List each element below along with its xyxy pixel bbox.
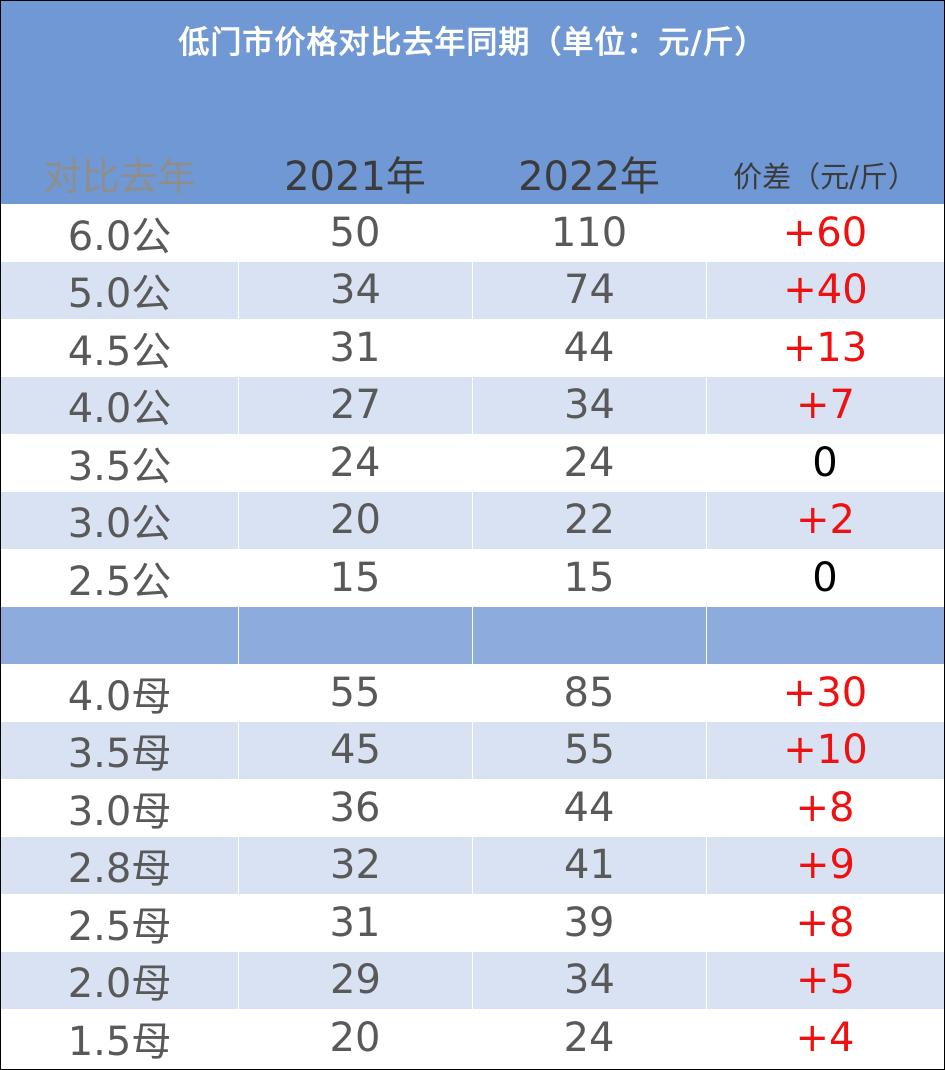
price-2021-cell: 24 [329,439,381,486]
price-2021-cell: 34 [238,261,472,319]
price-2022-cell: 55 [472,721,706,779]
spec-cell: 4.5公 [67,328,172,375]
price-2022-cell: 39 [563,899,615,946]
price-2022-cell: 44 [563,784,615,831]
price-2021-cell: 15 [329,554,381,601]
spec-cell: 2.5母 [67,903,172,950]
price-2022-cell: 24 [563,1014,615,1061]
table-row: 1.5母 20 24 +4 [1,1009,944,1067]
spec-cell: 2.0母 [67,961,172,1008]
column-header-2021: 2021年 [284,154,426,200]
price-2022-cell: 44 [563,324,615,371]
price-2021-cell: 27 [238,376,472,434]
price-2021-cell: 31 [329,324,381,371]
spec-cell: 3.0母 [67,788,172,835]
table-row: 4.5公 31 44 +13 [1,319,944,377]
separator-cell [1,607,238,665]
price-diff-cell: +4 [795,1014,855,1061]
price-2021-cell: 32 [238,836,472,894]
price-diff-cell: +9 [706,836,944,894]
spec-cell: 4.0公 [67,386,172,433]
page-title: 低门市价格对比去年同期（单位：元/斤） [178,25,767,61]
price-2021-cell: 36 [329,784,381,831]
separator-cell [706,606,944,664]
price-2022-cell: 41 [472,836,706,894]
price-diff-cell: 0 [812,554,838,601]
price-2022-cell: 24 [563,439,615,486]
price-2021-cell: 31 [329,899,381,946]
spec-cell: 1.5母 [67,1018,172,1065]
price-diff-cell: +8 [795,899,855,946]
table-row: 3.5公 24 24 0 [1,434,944,492]
table-row: 4.0母 55 85 +30 [1,664,944,722]
table-body: 6.0公 50 110 +60 5.0公 34 74 +40 4.5公 31 44 +13 4.0公 27… [1,204,944,1067]
price-diff-cell: +8 [795,784,855,831]
separator-cell [238,606,472,664]
column-header-2022: 2022年 [518,154,660,200]
spec-cell: 3.5母 [67,731,172,778]
price-diff-cell: +7 [706,376,944,434]
table-row: 6.0公 50 110 +60 [1,204,944,262]
price-diff-cell: +2 [706,491,944,549]
price-diff-cell: 0 [812,439,838,486]
price-2021-cell: 45 [238,721,472,779]
price-2022-cell: 15 [563,554,615,601]
separator-cell [472,606,706,664]
price-diff-cell: +13 [782,324,868,371]
column-header-spec: 对比去年 [43,155,196,199]
price-2022-cell: 85 [563,669,615,716]
price-2021-cell: 20 [329,1014,381,1061]
spec-cell: 3.0公 [67,501,172,548]
table-row: 2.5母 31 39 +8 [1,894,944,952]
spec-cell: 4.0母 [67,673,172,720]
price-2021-cell: 20 [238,491,472,549]
column-header-diff: 价差（元/斤） [733,160,917,194]
price-diff-cell: +30 [782,669,868,716]
table-row: 4.0公 27 34 +7 [1,376,944,434]
price-2021-cell: 29 [238,951,472,1009]
spec-cell: 2.5公 [67,558,172,605]
price-2021-cell: 55 [329,669,381,716]
table-header: 低门市价格对比去年同期（单位：元/斤） 对比去年 2021年 2022年 价差（… [1,1,944,204]
price-2022-cell: 22 [472,491,706,549]
price-2022-cell: 34 [472,951,706,1009]
spec-cell: 5.0公 [67,271,172,318]
price-diff-cell: +60 [782,209,868,256]
price-2022-cell: 110 [550,209,628,256]
table-row: 2.8母 32 41 +9 [1,836,944,894]
group-separator-row [1,606,944,665]
table-row: 3.0母 36 44 +8 [1,779,944,837]
price-2022-cell: 34 [472,376,706,434]
spec-cell: 3.5公 [67,443,172,490]
table-row: 3.0公 20 22 +2 [1,491,944,549]
price-diff-cell: +5 [706,951,944,1009]
price-2022-cell: 74 [472,261,706,319]
price-diff-cell: +10 [706,721,944,779]
table-row: 2.5公 15 15 0 [1,549,944,607]
price-2021-cell: 50 [329,209,381,256]
table-row: 2.0母 29 34 +5 [1,951,944,1009]
price-diff-cell: +40 [706,261,944,319]
table-row: 3.5母 45 55 +10 [1,721,944,779]
table-row: 5.0公 34 74 +40 [1,261,944,319]
spec-cell: 6.0公 [67,213,172,260]
spec-cell: 2.8母 [67,846,172,893]
